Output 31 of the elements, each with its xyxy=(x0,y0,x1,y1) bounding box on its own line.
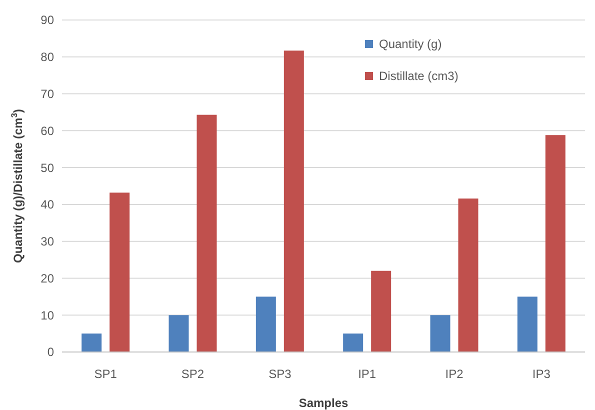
bar xyxy=(371,270,392,352)
bar xyxy=(82,334,102,352)
y-tick-label: 10 xyxy=(40,308,54,322)
y-tick-label: 60 xyxy=(40,124,54,138)
bar xyxy=(284,50,304,352)
y-tick-label: 20 xyxy=(40,271,54,286)
bar xyxy=(430,315,450,352)
bar xyxy=(458,198,478,352)
bar xyxy=(545,135,566,352)
bar xyxy=(256,296,276,352)
x-tick-label: IP2 xyxy=(445,367,464,381)
x-tick-label: SP3 xyxy=(268,367,292,381)
x-tick-label: IP1 xyxy=(358,367,376,381)
y-tick-label: 50 xyxy=(40,160,54,175)
bar xyxy=(110,192,130,352)
x-tick-label: IP3 xyxy=(532,367,551,381)
y-tick-label: 40 xyxy=(40,198,54,212)
y-tick-label: 70 xyxy=(40,86,54,101)
x-tick-label: SP1 xyxy=(94,367,118,381)
bar xyxy=(168,315,189,352)
legend-label: Quantity (g) xyxy=(379,37,442,52)
x-tick-label: SP2 xyxy=(181,367,204,381)
x-axis-title: Samples xyxy=(298,396,349,410)
y-tick-label: 90 xyxy=(40,13,54,28)
legend-label: Distillate (cm3) xyxy=(379,69,458,84)
y-tick-label: 80 xyxy=(40,50,54,64)
bar xyxy=(196,114,217,352)
bar xyxy=(343,334,364,352)
bar xyxy=(517,296,538,352)
y-tick-label: 30 xyxy=(40,234,54,249)
y-tick-label: 0 xyxy=(47,345,54,360)
